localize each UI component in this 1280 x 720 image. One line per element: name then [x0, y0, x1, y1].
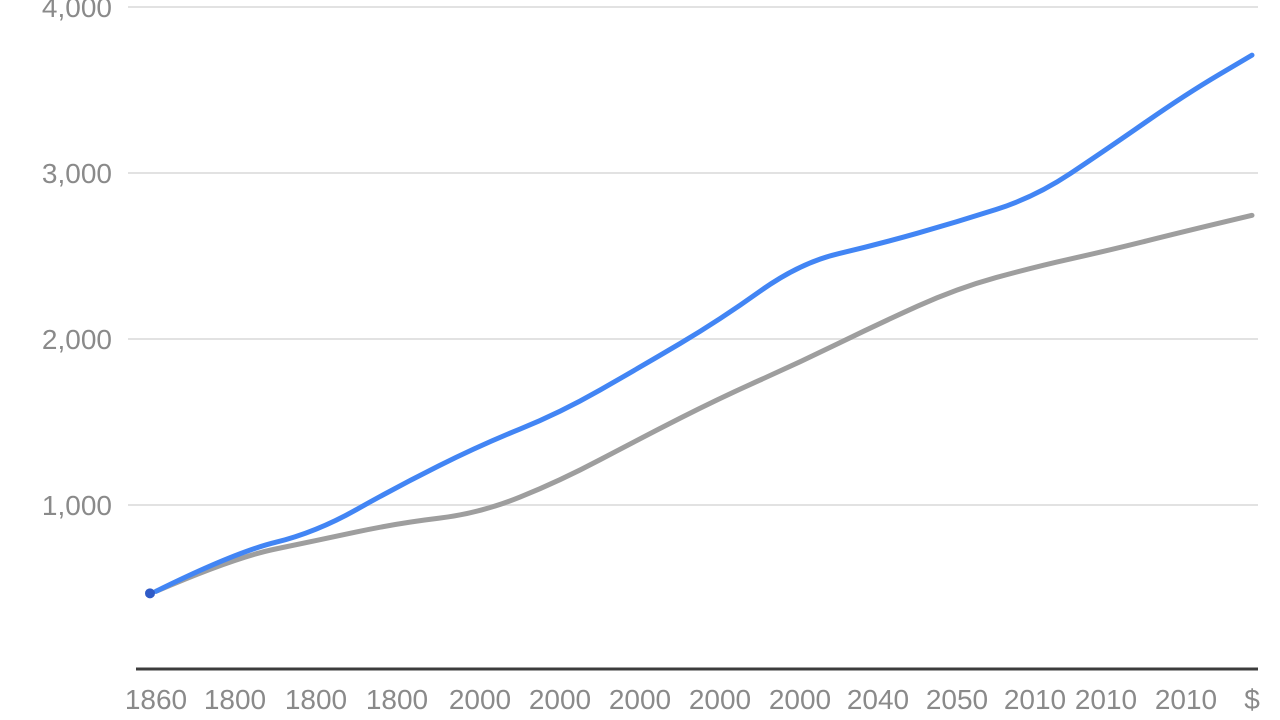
x-tick-label: 2050: [926, 684, 988, 715]
x-tick-label: 2010: [1004, 684, 1066, 715]
x-tick-label: 1800: [285, 684, 347, 715]
x-tick-label: 2010: [1075, 684, 1137, 715]
x-tick-label: 1800: [204, 684, 266, 715]
x-tick-label: 2000: [529, 684, 591, 715]
y-tick-label: 1,000: [42, 490, 112, 521]
y-tick-label: 3,000: [42, 158, 112, 189]
x-tick-label: 2000: [689, 684, 751, 715]
x-tick-label: 2000: [609, 684, 671, 715]
x-tick-label: 1860: [125, 684, 187, 715]
y-tick-label: 2,000: [42, 324, 112, 355]
series-start-dot: [145, 588, 155, 599]
x-tick-label: $: [1244, 684, 1260, 715]
x-tick-label: 2040: [847, 684, 909, 715]
blue-series-line: [153, 52, 1255, 594]
x-tick-label: 2000: [449, 684, 511, 715]
x-tick-label: 1800: [366, 684, 428, 715]
x-tick-label: 2010: [1155, 684, 1217, 715]
y-tick-label: 4,000: [42, 0, 112, 23]
gray-series-line: [153, 212, 1255, 594]
x-tick-label: 2000: [769, 684, 831, 715]
